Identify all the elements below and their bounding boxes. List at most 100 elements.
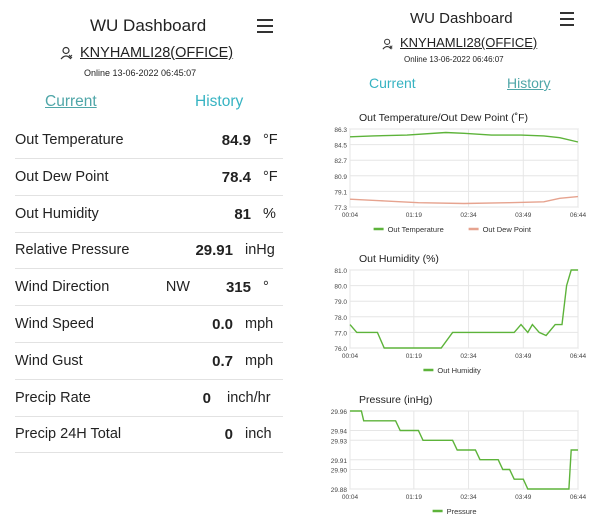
y-tick-label: 29.91 xyxy=(331,458,348,465)
x-tick-label: 06:44 xyxy=(570,494,587,501)
reading-label: Relative Pressure xyxy=(15,242,130,259)
chart-title-pressure: Pressure (inHg) xyxy=(359,394,433,406)
reading-unit: % xyxy=(263,205,276,222)
pressure-chart: 29.88 29.90 29.91 29.93 29.94 29.96 00:04 01:19… xyxy=(331,409,587,516)
tab-current[interactable]: Current xyxy=(369,75,416,91)
reading-value: 78.4 xyxy=(221,168,251,186)
station-name: KNYHAMLI28(OFFICE) xyxy=(400,35,538,50)
x-tick-label: 02:34 xyxy=(460,212,477,219)
y-tick-label: 29.96 xyxy=(331,409,348,416)
reading-unit: inHg xyxy=(245,242,275,259)
reading-label: Wind Direction xyxy=(15,279,110,296)
reading-row: Relative Pressure 29.91 inHg xyxy=(15,232,283,270)
series-line xyxy=(349,131,579,143)
user-icon xyxy=(60,47,73,60)
x-tick-label: 00:04 xyxy=(342,353,359,360)
y-tick-label: 80.9 xyxy=(334,174,347,181)
x-tick-label: 03:49 xyxy=(515,494,532,501)
current-panel: WU Dashboard KNYHAMLI28(OFFICE) Online 1… xyxy=(0,0,290,526)
reading-row: Precip Rate 0 inch/hr xyxy=(15,380,283,417)
x-tick-label: 00:04 xyxy=(342,212,359,219)
x-tick-label: 00:04 xyxy=(342,494,359,501)
y-tick-label: 78.0 xyxy=(334,315,347,322)
reading-value: 29.91 xyxy=(195,242,233,260)
series-line xyxy=(349,195,579,205)
x-tick-label: 06:44 xyxy=(570,353,587,360)
y-tick-label: 79.0 xyxy=(334,299,347,306)
reading-row: Wind Speed 0.0 mph xyxy=(15,306,283,343)
y-tick-label: 76.0 xyxy=(334,346,347,353)
x-tick-label: 01:19 xyxy=(406,353,423,360)
reading-unit: °F xyxy=(263,132,278,148)
tab-history[interactable]: History xyxy=(507,75,551,91)
y-tick-label: 77.0 xyxy=(334,330,347,337)
chart-title-temperature: Out Temperature/Out Dew Point (˚F) xyxy=(359,112,529,124)
reading-label: Out Humidity xyxy=(15,205,99,222)
series-line xyxy=(349,269,578,349)
y-tick-label: 79.1 xyxy=(334,189,347,196)
legend-label: Pressure xyxy=(447,507,477,516)
reading-row: Wind Gust 0.7 mph xyxy=(15,343,283,380)
y-tick-label: 29.88 xyxy=(331,487,348,494)
reading-value: 0 xyxy=(202,389,211,407)
y-tick-label: 80.0 xyxy=(334,284,347,291)
legend-label: Out Humidity xyxy=(437,366,481,375)
reading-row: Out Temperature 84.9 °F xyxy=(15,122,283,159)
app-title: WU Dashboard xyxy=(410,10,513,27)
reading-label: Out Temperature xyxy=(15,132,124,148)
history-panel: WU Dashboard KNYHAMLI28(OFFICE) Online 1… xyxy=(312,0,612,526)
station-link[interactable]: KNYHAMLI28(OFFICE) xyxy=(382,35,537,50)
y-tick-label: 84.5 xyxy=(334,143,347,150)
x-tick-label: 02:34 xyxy=(460,353,477,360)
reading-row: Out Humidity 81% xyxy=(15,196,283,233)
legend-label: Out Temperature xyxy=(388,225,444,234)
reading-unit: mph xyxy=(245,352,274,369)
reading-unit: ° xyxy=(263,279,269,296)
reading-label: Wind Gust xyxy=(15,352,83,369)
reading-row: Out Dew Point 78.4 °F xyxy=(15,159,283,196)
online-status: Online 13-06-2022 06:45:07 xyxy=(84,68,197,78)
tab-current[interactable]: Current xyxy=(45,93,97,110)
station-name: KNYHAMLI28(OFFICE) xyxy=(80,45,234,61)
temperature-chart: 77.3 79.1 80.9 82.7 84.5 86.3 00:04 01:19 02:34 0… xyxy=(334,127,587,234)
y-tick-label: 77.3 xyxy=(334,205,347,212)
x-tick-label: 01:19 xyxy=(406,494,423,501)
x-tick-label: 02:34 xyxy=(460,494,477,501)
plot-area xyxy=(349,269,579,349)
reading-value: 81 xyxy=(234,205,251,223)
hamburger-menu-icon[interactable] xyxy=(560,12,574,26)
hamburger-menu-icon[interactable] xyxy=(257,19,273,33)
reading-unit: °F xyxy=(263,168,278,185)
plot-area xyxy=(349,128,579,208)
user-icon xyxy=(382,38,393,50)
x-tick-label: 03:49 xyxy=(515,212,532,219)
y-tick-label: 81.0 xyxy=(334,268,347,275)
legend-label: Out Dew Point xyxy=(483,225,532,234)
x-tick-label: 03:49 xyxy=(515,353,532,360)
reading-value: 0.0 xyxy=(212,316,233,333)
reading-unit: inch xyxy=(245,426,272,443)
y-tick-label: 86.3 xyxy=(334,127,347,134)
reading-value: 0.7 xyxy=(212,352,233,370)
reading-label: Out Dew Point xyxy=(15,168,109,185)
reading-value: 0 xyxy=(224,426,233,444)
x-tick-label: 01:19 xyxy=(406,212,423,219)
reading-value: 315 xyxy=(225,279,251,297)
station-link[interactable]: KNYHAMLI28(OFFICE) xyxy=(60,45,233,61)
chart-title-humidity: Out Humidity (%) xyxy=(359,253,439,265)
y-tick-label: 82.7 xyxy=(334,158,347,165)
reading-label: Precip 24H Total xyxy=(15,426,122,443)
app-title: WU Dashboard xyxy=(90,16,207,35)
reading-unit: mph xyxy=(245,316,274,332)
reading-row: Precip 24H Total 0 inch xyxy=(15,416,283,454)
x-tick-label: 06:44 xyxy=(570,212,587,219)
reading-label: Precip Rate xyxy=(15,389,91,406)
humidity-chart: 76.0 77.0 78.0 79.0 80.0 81.0 00:04 01:19 02:34 0… xyxy=(334,268,587,375)
online-status: Online 13-06-2022 06:46:07 xyxy=(404,55,504,64)
reading-unit: inch/hr xyxy=(227,389,271,406)
y-tick-label: 29.93 xyxy=(331,438,348,445)
series-line xyxy=(350,410,578,490)
reading-label: Wind Speed xyxy=(15,316,94,332)
tab-history[interactable]: History xyxy=(195,93,244,110)
y-tick-label: 29.90 xyxy=(331,468,348,475)
